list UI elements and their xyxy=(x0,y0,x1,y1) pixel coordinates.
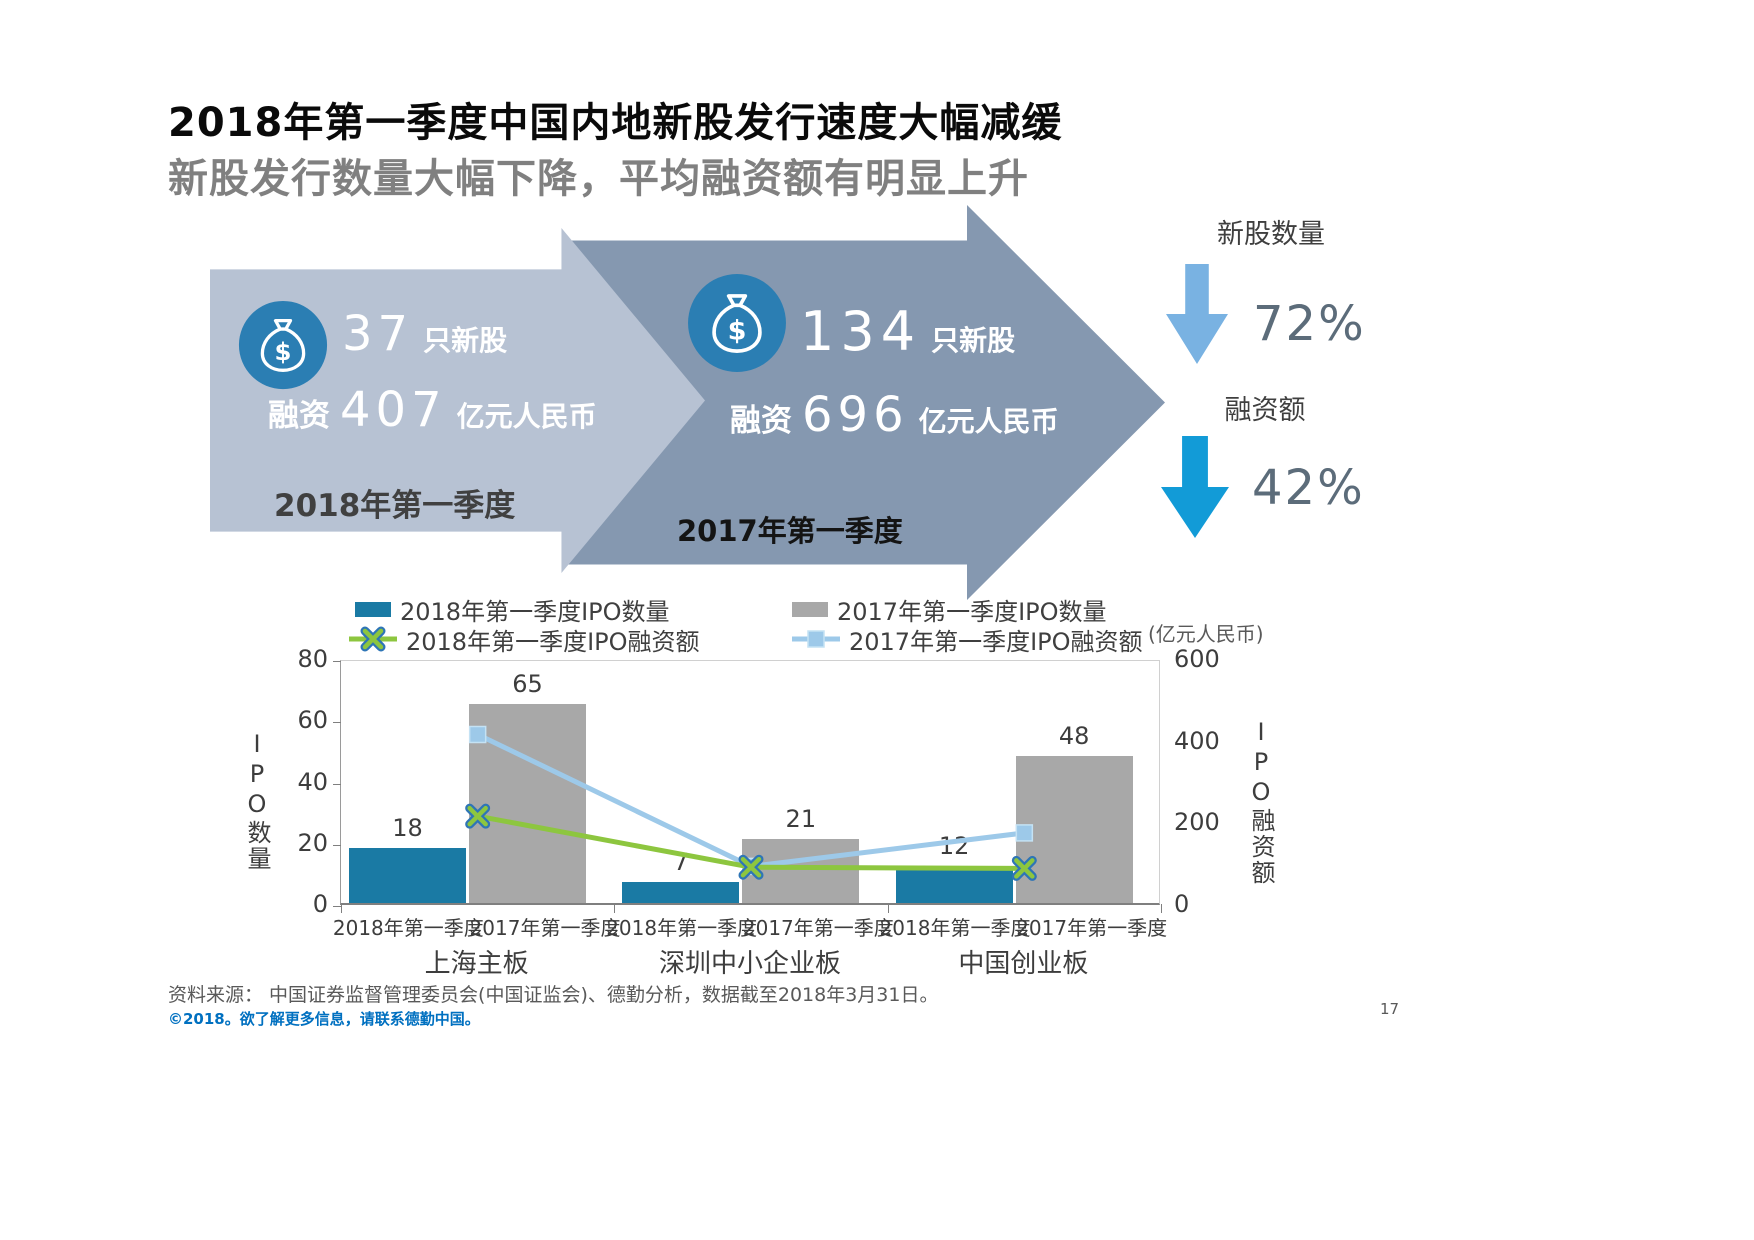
period-label-2018: 2018年第一季度 xyxy=(274,488,516,524)
ipo-count-2018-unit: 只新股 xyxy=(423,324,508,357)
bar-value-label: 12 xyxy=(938,832,970,861)
left-axis-tick: 60 xyxy=(297,706,328,735)
legend-label: 2017年第一季度IPO数量 xyxy=(837,597,1107,626)
axis-tickmark xyxy=(341,904,342,913)
line-chart-overlay xyxy=(465,725,1037,881)
money-bag-icon: $ xyxy=(238,300,328,390)
arrow-2018-q1: $ 37 只新股 融资 407 亿元人民币 2018年第一季度 xyxy=(210,228,705,573)
x-axis-label: 2017年第一季度 xyxy=(469,916,621,940)
right-axis-tick: 200 xyxy=(1174,808,1220,837)
raise-2017-unit: 亿元人民币 xyxy=(918,405,1059,438)
ipo-count-2018-value: 37 xyxy=(342,306,414,362)
right-axis-tick: 600 xyxy=(1174,645,1220,673)
ipo-count-2018: 37 只新股 xyxy=(342,310,507,359)
raise-2017-label: 融资 xyxy=(730,403,792,439)
axis-tickmark xyxy=(333,906,341,907)
board-label: 深圳中小企业板 xyxy=(658,949,841,979)
right-axis-tick: 0 xyxy=(1174,890,1190,918)
raise-2018-unit: 亿元人民币 xyxy=(456,400,597,433)
legend-swatch-line-0 xyxy=(349,626,397,652)
legend-item-line-2018: 2018年第一季度IPO融资额 xyxy=(349,626,700,656)
bar-value-label: 48 xyxy=(1058,722,1090,750)
x-axis-label: 2017年第一季度 xyxy=(742,916,894,940)
kpi-value-funds-raised: 42% xyxy=(1252,460,1365,516)
raise-2018-value: 407 xyxy=(340,382,447,438)
bar-value-label: 65 xyxy=(512,669,543,698)
kpi-value-new-shares: 72% xyxy=(1253,296,1366,352)
kpi-down-arrow-icon xyxy=(1166,264,1228,364)
board-label: 中国创业板 xyxy=(958,949,1089,979)
raise-2017-value: 696 xyxy=(802,387,909,443)
copyright-note: ©2018。欲了解更多信息，请联系德勤中国。 xyxy=(168,1010,480,1028)
axis-tickmark xyxy=(614,904,616,913)
left-axis-title: IPO数量 xyxy=(243,730,271,872)
kpi-down-arrow-icon xyxy=(1161,436,1229,538)
period-label-2017: 2017年第一季度 xyxy=(677,514,903,548)
legend-label: 2017年第一季度IPO融资额 xyxy=(849,627,1143,656)
axis-tickmark xyxy=(333,661,341,662)
ipo-count-2017: 134 只新股 xyxy=(800,305,1015,359)
bar-2018年第一季度IPO数量 xyxy=(622,881,740,903)
page-number: 17 xyxy=(1380,1000,1400,1018)
right-axis-tick: 400 xyxy=(1174,726,1220,755)
legend-item-bar-2017: 2017年第一季度IPO数量 xyxy=(792,596,1107,626)
legend-label: 2018年第一季度IPO融资额 xyxy=(406,627,700,656)
ipo-count-2017-value: 134 xyxy=(800,300,922,363)
board-label: 上海主板 xyxy=(424,949,529,979)
left-axis-tick: 40 xyxy=(297,767,328,796)
bar-value-label: 21 xyxy=(785,804,817,833)
raise-2018-label: 融资 xyxy=(268,398,330,434)
legend-swatch-bar-0 xyxy=(355,601,391,617)
ipo-count-2017-unit: 只新股 xyxy=(931,324,1016,357)
left-axis-tick: 20 xyxy=(297,828,328,857)
raise-2018: 融资 407 亿元人民币 xyxy=(268,386,597,435)
x-axis-label: 2018年第一季度 xyxy=(879,916,1031,940)
right-axis-title: IPO融资额 xyxy=(1247,718,1275,886)
x-axis-label: 2018年第一季度 xyxy=(332,916,484,940)
legend-swatch-line-1 xyxy=(792,630,840,648)
svg-text:$: $ xyxy=(275,337,292,366)
bar-2018年第一季度IPO数量 xyxy=(349,847,466,903)
x-axis-label: 2017年第一季度 xyxy=(1016,916,1168,940)
left-axis-tick: 80 xyxy=(297,645,328,673)
kpi-label-new-shares: 新股数量 xyxy=(1217,219,1325,250)
legend-swatch-bar-1 xyxy=(792,601,828,617)
bar-2018年第一季度IPO数量 xyxy=(895,866,1013,903)
axis-tickmark xyxy=(333,722,341,724)
axis-tickmark xyxy=(333,844,341,846)
x-axis-label: 2018年第一季度 xyxy=(606,916,758,940)
raise-2017: 融资 696 亿元人民币 xyxy=(730,391,1059,440)
kpi-label-funds-raised: 融资额 xyxy=(1224,395,1306,426)
legend-item-line-2017: 2017年第一季度IPO融资额 xyxy=(792,626,1143,656)
axis-tickmark xyxy=(1161,904,1162,913)
left-axis-tick: 0 xyxy=(312,890,328,918)
bar-2017年第一季度IPO数量 xyxy=(742,838,860,903)
source-note: 资料来源： 中国证券监督管理委员会(中国证监会)、德勤分析，数据截至2018年3… xyxy=(168,984,939,1006)
bar-value-label: 18 xyxy=(392,813,423,842)
plot-area: 18 7 12 65 21 48 xyxy=(333,660,1162,913)
money-bag-icon: $ xyxy=(687,273,787,373)
page-title: 2018年第一季度中国内地新股发行速度大幅减缓 xyxy=(168,100,1063,146)
legend-item-bar-2018: 2018年第一季度IPO数量 xyxy=(355,596,670,626)
axis-tickmark xyxy=(887,904,889,913)
svg-text:$: $ xyxy=(728,316,747,347)
axis-tickmark xyxy=(333,783,341,785)
page-subtitle: 新股发行数量大幅下降，平均融资额有明显上升 xyxy=(168,156,1029,202)
chart-unit-note: (亿元人民币) xyxy=(1148,622,1264,646)
legend-label: 2018年第一季度IPO数量 xyxy=(400,597,670,626)
